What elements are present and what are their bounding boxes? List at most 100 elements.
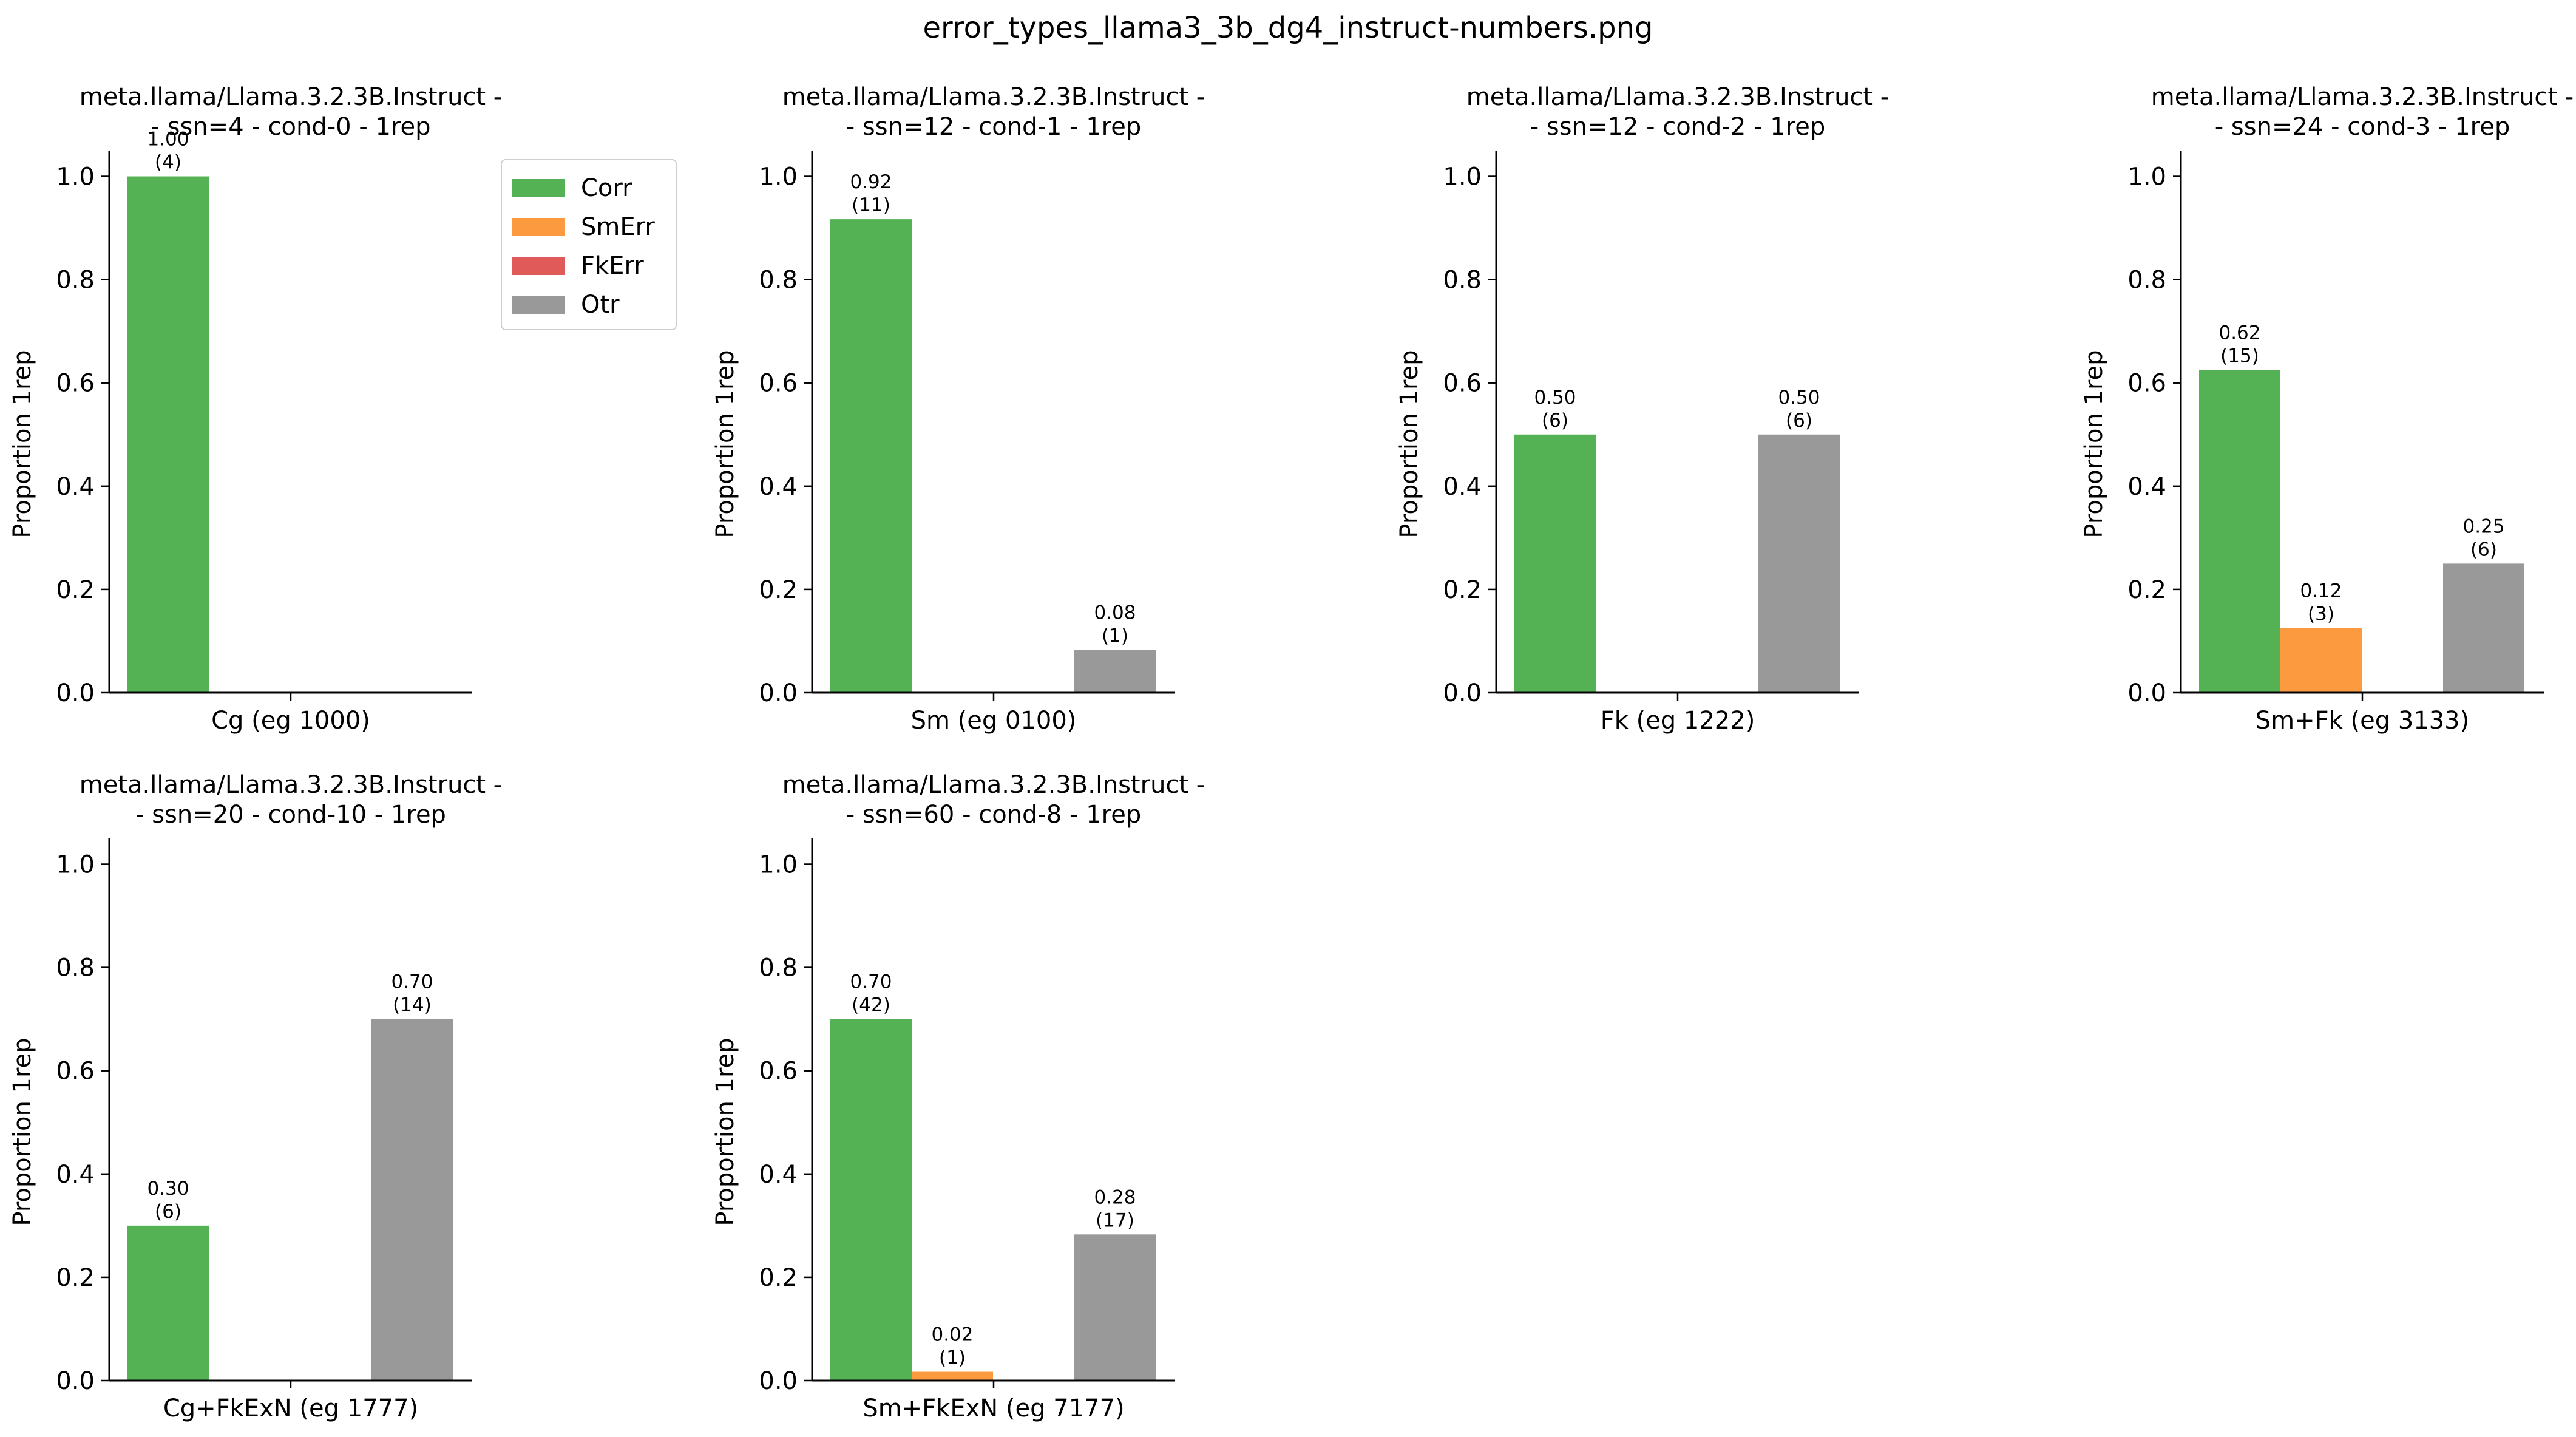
- y-tick-label: 1.0: [1443, 163, 1482, 191]
- figure-title: error_types_llama3_3b_dg4_instruct-numbe…: [923, 11, 1653, 45]
- x-tick-label: Cg+FkExN (eg 1777): [163, 1395, 418, 1422]
- subplot-title-line: - ssn=60 - cond-8 - 1rep: [846, 801, 1141, 829]
- subplot-title-line: - ssn=4 - cond-0 - 1rep: [151, 113, 431, 141]
- subplot-title-line: - ssn=12 - cond-2 - 1rep: [1530, 113, 1825, 141]
- y-tick-label: 0.4: [759, 1161, 798, 1189]
- y-tick-label: 0.8: [56, 954, 95, 982]
- subplot-title-line: meta.llama/Llama.3.2.3B.Instruct -: [80, 83, 503, 111]
- bar-count-label: (15): [2220, 345, 2259, 367]
- y-tick-label: 0.4: [56, 1161, 95, 1189]
- legend-label-smerr: SmErr: [581, 213, 655, 241]
- bar-corr: [1514, 434, 1596, 693]
- legend-swatch-corr: [512, 179, 565, 197]
- y-tick-label: 0.8: [759, 267, 798, 294]
- subplot-title-line: - ssn=24 - cond-3 - 1rep: [2215, 113, 2510, 141]
- y-tick-label: 0.4: [56, 473, 95, 501]
- legend-item-otr: Otr: [512, 285, 666, 324]
- bar-count-label: (42): [852, 994, 890, 1016]
- bar-value-label: 0.02: [931, 1324, 973, 1346]
- y-axis-label: Proportion 1rep: [2080, 350, 2108, 538]
- bar-otr: [1074, 1234, 1156, 1381]
- legend-label-fkerr: FkErr: [581, 252, 644, 280]
- bar-count-label: (14): [393, 994, 432, 1016]
- y-tick-label: 0.8: [2127, 267, 2166, 294]
- bar-value-label: 0.12: [2300, 580, 2342, 602]
- subplot-title-line: - ssn=12 - cond-1 - 1rep: [846, 113, 1141, 141]
- y-tick-label: 0.4: [2127, 473, 2166, 501]
- y-axis-label: Proportion 1rep: [711, 350, 739, 538]
- subplot-title-line: meta.llama/Llama.3.2.3B.Instruct -: [80, 771, 503, 799]
- bar-corr: [127, 176, 209, 693]
- y-tick-label: 0.8: [1443, 267, 1482, 294]
- bar-count-label: (6): [2470, 538, 2497, 560]
- bar-count-label: (6): [155, 1201, 181, 1223]
- bar-count-label: (3): [2308, 603, 2334, 625]
- y-tick-label: 1.0: [2127, 163, 2166, 191]
- y-tick-label: 0.6: [56, 370, 95, 398]
- bar-value-label: 0.92: [850, 171, 892, 193]
- legend-item-smerr: SmErr: [512, 208, 666, 246]
- y-tick-label: 0.8: [56, 267, 95, 294]
- y-tick-label: 1.0: [759, 851, 798, 879]
- legend-swatch-fkerr: [512, 257, 565, 275]
- subplot-title-line: meta.llama/Llama.3.2.3B.Instruct -: [782, 771, 1205, 799]
- bar-corr: [830, 1019, 912, 1381]
- y-tick-label: 0.0: [759, 1367, 798, 1395]
- y-tick-label: 0.2: [56, 1264, 95, 1292]
- y-tick-label: 0.0: [1443, 679, 1482, 707]
- bar-corr: [2199, 370, 2280, 693]
- subplot-5: meta.llama/Llama.3.2.3B.Instruct -- ssn=…: [8, 771, 502, 1422]
- subplot-6: meta.llama/Llama.3.2.3B.Instruct -- ssn=…: [711, 771, 1205, 1422]
- bar-otr: [371, 1019, 453, 1381]
- y-tick-label: 0.0: [56, 1367, 95, 1395]
- bar-value-label: 0.50: [1534, 387, 1576, 409]
- x-tick-label: Sm+Fk (eg 3133): [2256, 707, 2469, 735]
- bar-value-label: 0.50: [1778, 387, 1820, 409]
- subplot-2: meta.llama/Llama.3.2.3B.Instruct -- ssn=…: [711, 83, 1205, 735]
- bar-count-label: (6): [1786, 410, 1812, 432]
- bar-smerr: [2280, 628, 2362, 693]
- bar-count-label: (1): [1102, 625, 1128, 647]
- y-axis-label: Proportion 1rep: [8, 350, 36, 538]
- bar-value-label: 0.70: [391, 971, 433, 993]
- y-tick-label: 0.2: [1443, 576, 1482, 604]
- subplot-title-line: meta.llama/Llama.3.2.3B.Instruct -: [2151, 83, 2574, 111]
- y-axis-label: Proportion 1rep: [711, 1038, 739, 1226]
- bar-value-label: 0.08: [1094, 602, 1136, 623]
- y-tick-label: 0.4: [1443, 473, 1482, 501]
- y-tick-label: 0.6: [1443, 370, 1482, 398]
- subplot-title-line: - ssn=20 - cond-10 - 1rep: [135, 801, 446, 829]
- y-tick-label: 0.2: [2127, 576, 2166, 604]
- subplot-title-line: meta.llama/Llama.3.2.3B.Instruct -: [782, 83, 1205, 111]
- bar-value-label: 0.30: [147, 1178, 189, 1200]
- x-tick-label: Sm (eg 0100): [911, 707, 1077, 735]
- bar-value-label: 0.28: [1094, 1186, 1136, 1208]
- subplot-1: meta.llama/Llama.3.2.3B.Instruct -- ssn=…: [8, 83, 502, 735]
- y-tick-label: 0.6: [56, 1058, 95, 1085]
- bar-value-label: 0.70: [850, 971, 892, 993]
- bar-corr: [127, 1225, 209, 1381]
- bar-value-label: 0.62: [2218, 322, 2260, 344]
- x-tick-label: Fk (eg 1222): [1601, 707, 1755, 735]
- bar-count-label: (11): [852, 194, 890, 216]
- y-tick-label: 1.0: [56, 163, 95, 191]
- bar-smerr: [912, 1371, 993, 1381]
- bar-otr: [1758, 434, 1840, 693]
- legend-item-corr: Corr: [512, 169, 666, 208]
- y-axis-label: Proportion 1rep: [8, 1038, 36, 1226]
- legend: Corr SmErr FkErr Otr: [501, 159, 677, 330]
- y-tick-label: 0.6: [2127, 370, 2166, 398]
- legend-label-otr: Otr: [581, 291, 620, 319]
- bar-corr: [830, 219, 912, 693]
- y-tick-label: 0.4: [759, 473, 798, 501]
- legend-item-fkerr: FkErr: [512, 246, 666, 285]
- y-tick-label: 0.0: [56, 679, 95, 707]
- legend-label-corr: Corr: [581, 174, 632, 202]
- y-axis-label: Proportion 1rep: [1395, 350, 1423, 538]
- bar-otr: [1074, 650, 1156, 693]
- y-tick-label: 1.0: [759, 163, 798, 191]
- y-tick-label: 0.6: [759, 1058, 798, 1085]
- y-tick-label: 0.2: [759, 576, 798, 604]
- bar-otr: [2443, 563, 2524, 693]
